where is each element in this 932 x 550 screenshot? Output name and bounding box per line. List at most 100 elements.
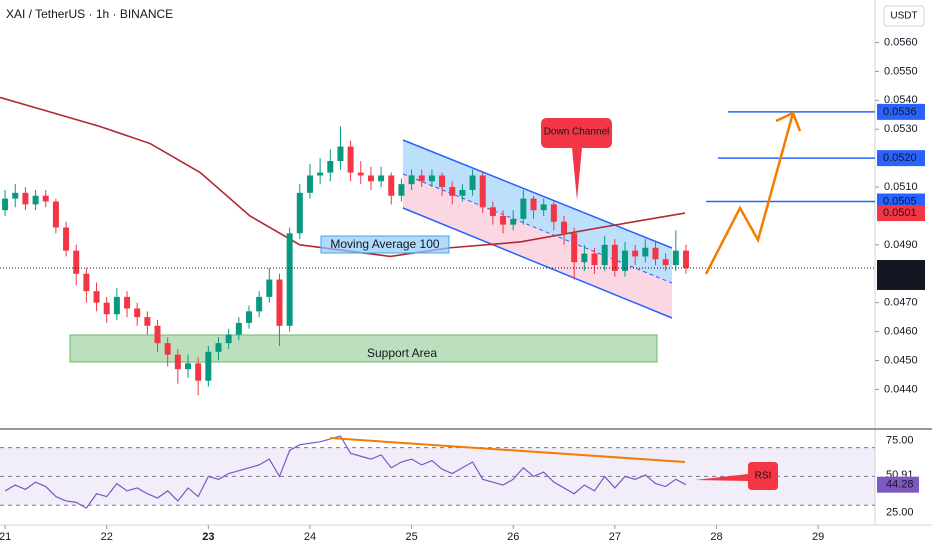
rsi-callout-label: RSI — [755, 471, 772, 482]
ma-label: Moving Average 100 — [330, 237, 440, 251]
candle-body — [357, 172, 364, 176]
rsi-tick-label: 75.00 — [886, 434, 914, 446]
currency: USDT — [890, 11, 917, 22]
candle-body — [408, 175, 415, 185]
candle-body — [144, 317, 151, 326]
candle-body — [591, 253, 598, 266]
candle-body — [134, 308, 141, 318]
plot — [0, 96, 875, 509]
candle-body — [479, 175, 486, 208]
candle-body — [32, 195, 39, 205]
candle-body — [418, 175, 425, 182]
candle-body — [449, 187, 456, 196]
price-tag — [877, 103, 925, 120]
candle-body — [662, 259, 669, 266]
candle-body — [642, 247, 649, 257]
y-tick-label: 0.0490 — [884, 239, 918, 251]
candle-body — [378, 175, 385, 182]
projection-path — [704, 112, 795, 275]
candle-body — [347, 146, 354, 173]
candle-body — [124, 296, 131, 309]
y-tick-label: 0.0530 — [884, 123, 918, 135]
y-tick-label: 0.0440 — [884, 383, 918, 395]
candle-body — [489, 207, 496, 216]
candle-body — [682, 250, 689, 268]
channel-bottom — [402, 207, 673, 319]
price-tag — [877, 259, 925, 290]
candle-body — [550, 204, 557, 222]
candle-body — [632, 250, 639, 257]
projection-arrow — [775, 111, 802, 132]
x-tick-label: 27 — [609, 531, 621, 543]
x-tick-label: 22 — [101, 531, 113, 543]
candle-body — [113, 296, 120, 315]
candle-body — [52, 201, 59, 228]
candle-body — [245, 311, 252, 323]
candle-body — [215, 343, 222, 352]
candle-body — [611, 244, 618, 271]
candle-body — [306, 175, 313, 193]
rsi-line — [4, 435, 687, 509]
x-tick-label: 24 — [304, 531, 316, 543]
candle-body — [439, 175, 446, 188]
candle-body — [317, 172, 324, 176]
y-tick-label: 0.0550 — [884, 65, 918, 77]
candle-body — [581, 253, 588, 263]
candle-body — [500, 215, 507, 225]
x-tick-label: 21 — [0, 531, 11, 543]
price-tag-label: 0.0505 — [883, 195, 917, 207]
price-tag-label: 0.0520 — [883, 152, 917, 164]
drawings-over: Moving Average 100 Support Area Down Cha… — [6, 5, 925, 490]
channel-callout — [541, 118, 612, 200]
price-tag-label: 0.0501 — [883, 207, 917, 219]
candle-body — [154, 325, 161, 344]
candle-body — [73, 250, 80, 274]
candle-body — [164, 343, 171, 355]
candle-body — [63, 227, 70, 251]
candle-body — [561, 221, 568, 234]
candle-body — [622, 250, 628, 271]
channel-top — [402, 139, 673, 249]
ma-label-box — [320, 235, 450, 254]
x-tick-label: 25 — [405, 531, 417, 543]
rsi-trendline — [329, 437, 686, 463]
countdown: 11:21 — [887, 276, 914, 288]
y-tick-label: 0.0470 — [884, 297, 918, 309]
y-tick-label: 0.0510 — [884, 181, 918, 193]
x-tick-label: 23 — [202, 531, 214, 543]
candle-body — [235, 322, 242, 335]
candle-body — [286, 233, 293, 326]
candle-body — [540, 204, 547, 211]
candle-body — [93, 291, 100, 303]
candle-body — [195, 363, 202, 381]
candle-body — [276, 279, 283, 326]
price-tag-label: 0.0482 — [883, 262, 917, 274]
y-tick-label: 0.0460 — [884, 325, 918, 337]
candle-body — [367, 175, 374, 182]
candle-body — [428, 175, 435, 182]
support-label: Support Area — [367, 346, 437, 360]
candle-body — [510, 218, 517, 225]
candle-body — [225, 334, 232, 344]
candle-body — [337, 146, 344, 162]
candle-body — [652, 247, 659, 260]
channel-label: Down Channel — [544, 127, 610, 138]
moving-average — [0, 96, 686, 258]
candle-body — [296, 192, 303, 234]
candle-body — [174, 354, 181, 370]
candle-body — [42, 195, 49, 202]
currency-box — [883, 5, 925, 27]
candle-body — [520, 198, 527, 219]
rsi-last-tag — [877, 476, 919, 493]
x-tick-label: 29 — [812, 531, 824, 543]
x-tick-label: 28 — [710, 531, 722, 543]
candle-body — [672, 250, 679, 266]
candle-body — [12, 192, 19, 199]
candle-body — [398, 184, 405, 196]
axes: 0.0440 0.0450 0.0460 0.0470 0.0490 0.0510 0.05… — [0, 36, 925, 543]
price-tag — [877, 150, 925, 167]
candle-body — [266, 279, 273, 297]
candle-body — [327, 161, 334, 173]
